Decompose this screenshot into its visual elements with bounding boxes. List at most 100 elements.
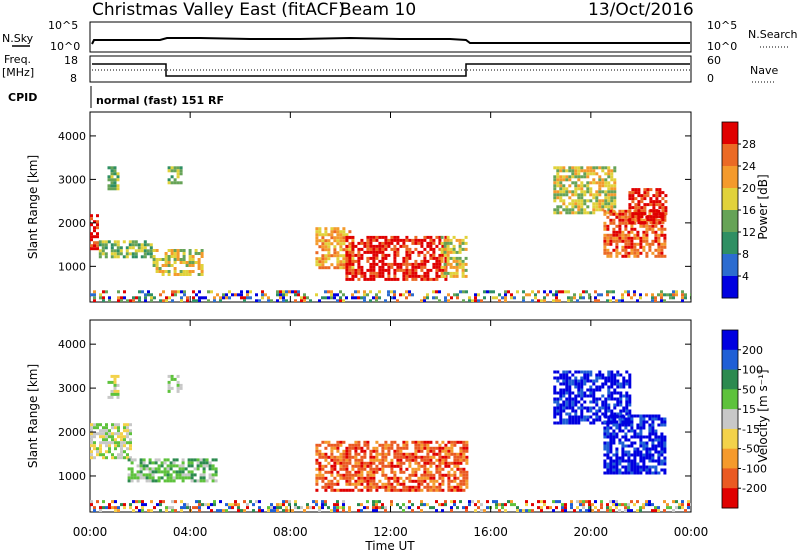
velocity-echo-cell [387,461,391,465]
velocity-echo-cell [102,456,105,460]
velocity-echo-cell [595,400,599,404]
velocity-echo-cell [411,470,415,474]
velocity-echo-cell [163,473,167,477]
velocity-echo-cell [138,500,141,504]
power-echo-cell [116,240,120,244]
power-echo-cell [621,299,624,302]
velocity-echo-cell [574,400,578,404]
velocity-echo-cell [609,438,613,442]
velocity-echo-cell [110,392,114,396]
power-echo-cell [116,255,120,259]
velocity-echo-cell [447,485,451,489]
velocity-echo-cell [148,467,152,471]
velocity-echo-cell [417,488,421,492]
power-echo-cell [594,296,597,300]
power-echo-cell [580,169,584,173]
power-echo-cell [161,270,165,273]
velocity-echo-cell [553,385,557,389]
velocity-echo-cell [453,452,457,456]
time-xlabel: Time UT [364,539,415,553]
velocity-echo-cell [102,441,105,445]
velocity-echo-cell [577,388,581,392]
velocity-echo-cell [609,414,613,418]
freq-label-1: Freq. [4,53,31,66]
power-echo-cell [583,169,587,173]
power-echo-cell [624,212,628,216]
power-echo-cell [606,299,609,302]
power-echo-cell [562,202,566,206]
velocity-echo-cell [583,418,587,422]
power-echo-cell [628,191,632,195]
velocity-echo-cell [126,441,129,445]
velocity-echo-cell [622,385,626,389]
power-echo-cell [170,166,174,170]
power-echo-cell [607,199,611,203]
velocity-echo-cell [366,506,369,510]
power-echo-cell [113,255,117,259]
velocity-echo-cell [447,440,451,444]
power-echo-cell [185,261,189,264]
power-echo-cell [633,218,637,222]
power-echo-cell [393,290,396,294]
velocity-echo-cell [348,509,351,512]
power-echo-cell [101,252,105,256]
power-echo-cell [598,175,602,179]
velocity-echo-cell [372,500,375,504]
velocity-echo-cell [441,509,444,512]
velocity-echo-cell [628,373,632,377]
velocity-echo-cell [657,456,661,460]
power-echo-cell [161,258,165,261]
power-echo-cell [225,296,228,300]
velocity-echo-cell [612,420,616,424]
velocity-echo-region [127,458,218,483]
velocity-echo-cell [465,485,469,489]
power-echo-cell [583,211,587,215]
power-echo-cell [96,232,99,236]
power-echo-cell [113,240,117,244]
velocity-echo-cell [612,414,616,418]
power-echo-cell [411,250,415,254]
power-echo-cell [345,244,349,248]
power-echo-cell [580,184,584,188]
power-echo-cell [612,290,615,294]
power-echo-cell [318,260,322,264]
velocity-echo-cell [426,446,430,450]
power-echo-cell [446,247,450,251]
power-echo-cell [321,296,324,300]
power-echo-cell [609,209,613,213]
velocity-echo-cell [357,446,361,450]
power-echo-cell [96,241,99,245]
velocity-echo-cell [408,461,412,465]
power-echo-cell [423,238,427,242]
velocity-echo-cell [126,423,129,427]
velocity-echo-cell [145,467,149,471]
power-echo-cell [432,247,436,251]
power-echo-cell [351,241,355,245]
power-echo-cell [170,181,174,185]
power-echo-cell [565,169,569,173]
power-echo-cell [90,293,93,297]
velocity-echo-cell [576,500,579,504]
velocity-echo-cell [396,464,400,468]
power-echo-cell [664,194,668,198]
power-echo-cell [630,239,634,243]
velocity-echo-cell [426,476,430,480]
velocity-echo-cell [501,506,504,510]
velocity-echo-cell [607,418,611,422]
power-echo-cell [610,172,614,176]
power-echo-cell [381,253,385,257]
power-echo-cell [429,277,433,281]
velocity-echo-cell [354,458,358,462]
power-echo-cell [613,169,617,173]
velocity-echo-cell [595,418,599,422]
velocity-echo-cell [438,503,441,507]
velocity-echo-cell [459,473,463,477]
power-echo-cell [324,242,328,246]
power-echo-cell [610,175,614,179]
velocity-echo-cell [141,503,144,507]
velocity-echo-cell [630,462,634,466]
power-echo-cell [432,277,436,281]
velocity-echo-cell [111,432,114,436]
power-echo-cell [513,296,516,300]
power-echo-cell [402,268,406,272]
